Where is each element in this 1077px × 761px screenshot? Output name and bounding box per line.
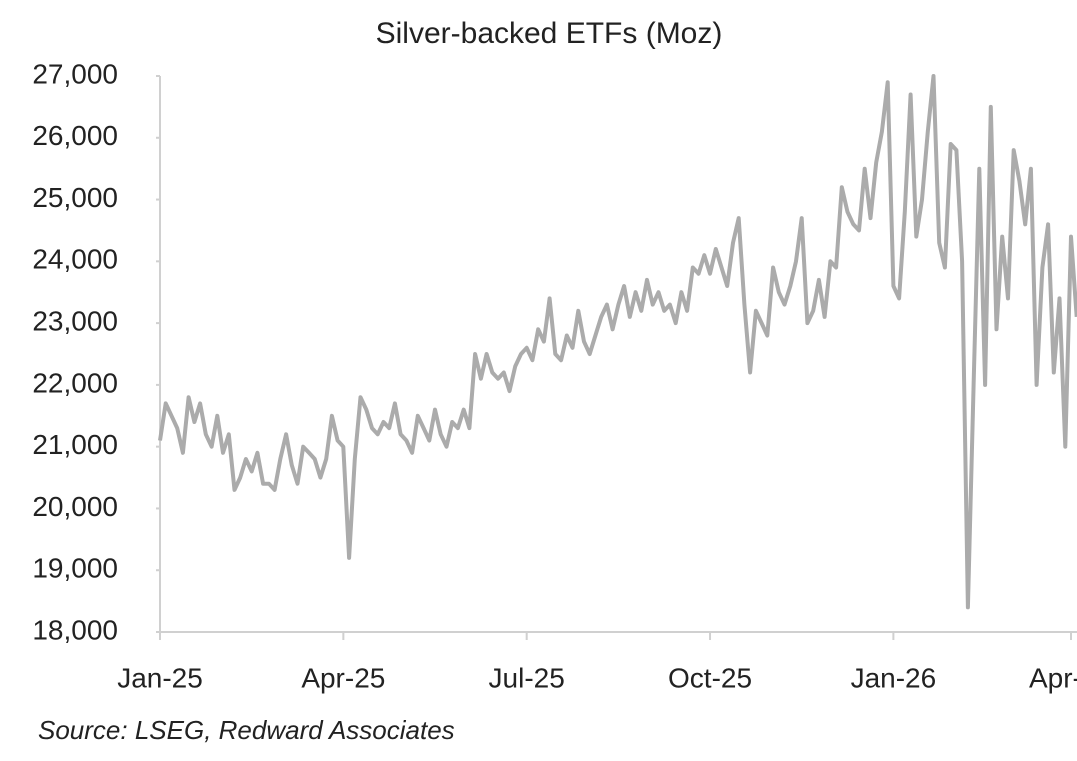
y-tick-label: 26,000 <box>32 120 118 151</box>
x-tick-label: Jan-26 <box>851 662 937 693</box>
y-tick-label: 21,000 <box>32 429 118 460</box>
y-tick-label: 20,000 <box>32 491 118 522</box>
data-line <box>158 74 1077 610</box>
chart-title: Silver-backed ETFs (Moz) <box>376 17 723 50</box>
x-tick-label: Oct-25 <box>668 662 752 693</box>
x-tick-label: Jan-25 <box>117 662 203 693</box>
y-tick-label: 22,000 <box>32 367 118 398</box>
x-tick-label: Apr-26 <box>1029 662 1077 693</box>
source-note: Source: LSEG, Redward Associates <box>38 715 455 745</box>
y-tick-label: 23,000 <box>32 306 118 337</box>
y-tick-label: 19,000 <box>32 553 118 584</box>
y-tick-label: 18,000 <box>32 614 118 645</box>
y-tick-label: 25,000 <box>32 182 118 213</box>
x-tick-label: Apr-25 <box>301 662 385 693</box>
x-tick-label: Jul-25 <box>489 662 565 693</box>
y-tick-label: 27,000 <box>32 58 118 89</box>
y-tick-label: 24,000 <box>32 244 118 275</box>
